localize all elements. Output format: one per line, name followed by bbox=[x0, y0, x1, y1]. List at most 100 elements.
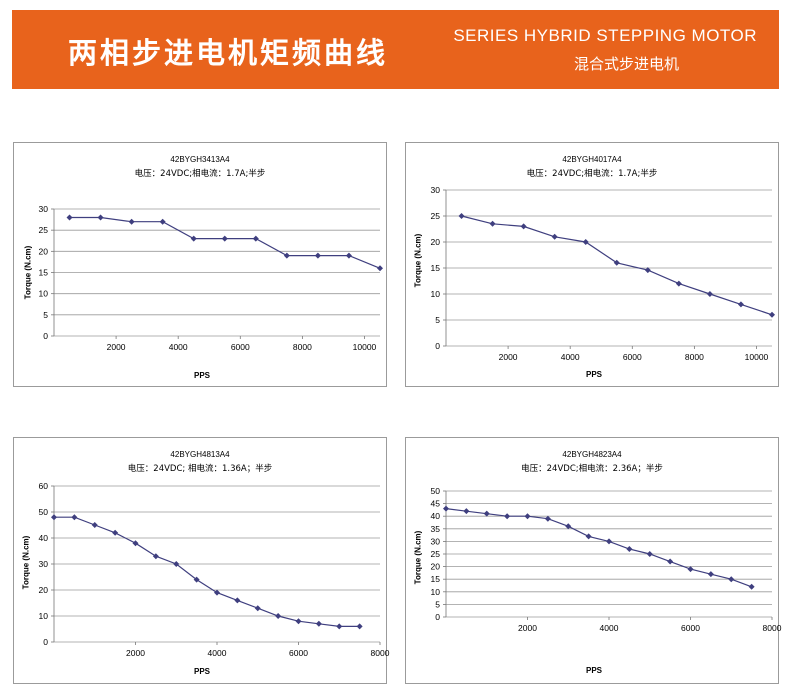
data-point bbox=[97, 214, 104, 221]
data-point bbox=[345, 252, 352, 259]
y-tick-label: 15 bbox=[431, 263, 441, 273]
y-tick-label: 60 bbox=[39, 481, 49, 491]
y-tick-label: 20 bbox=[39, 585, 49, 595]
data-point bbox=[66, 214, 73, 221]
data-point bbox=[737, 301, 744, 308]
chart-subtitle: 电压：24VDC;相电流：1.7A;半步 bbox=[526, 169, 658, 179]
data-point bbox=[667, 558, 674, 565]
data-point bbox=[707, 571, 714, 578]
x-tick-label: 6000 bbox=[289, 648, 308, 658]
x-axis-label: PPS bbox=[194, 371, 211, 380]
data-point bbox=[314, 252, 321, 259]
x-tick-label: 10000 bbox=[353, 342, 377, 352]
data-point bbox=[252, 235, 259, 242]
data-point bbox=[190, 235, 197, 242]
data-point bbox=[443, 505, 449, 512]
y-tick-label: 5 bbox=[43, 310, 48, 320]
x-tick-label: 2000 bbox=[126, 648, 145, 658]
x-tick-label: 4000 bbox=[561, 352, 580, 362]
data-point bbox=[544, 515, 551, 522]
y-axis-label: Torque (N.cm) bbox=[413, 530, 423, 585]
data-point bbox=[551, 233, 558, 240]
x-tick-label: 2000 bbox=[107, 342, 126, 352]
x-tick-label: 8000 bbox=[685, 352, 704, 362]
y-tick-label: 25 bbox=[431, 211, 441, 221]
y-tick-label: 15 bbox=[431, 574, 441, 584]
y-tick-label: 10 bbox=[431, 587, 441, 597]
y-tick-label: 30 bbox=[39, 559, 49, 569]
data-point bbox=[520, 223, 527, 230]
chart-panel-42bygh3413a4: 42BYGH3413A4 电压：24VDC;相电流：1.7A;半步 0 5 10 15… bbox=[13, 142, 387, 387]
chart-panel-42bygh4823a4: 42BYGH4823A4 电压：24VDC;相电流：2.36A；半步 0 5 10 1… bbox=[405, 437, 782, 684]
data-point bbox=[606, 538, 612, 545]
data-point bbox=[283, 252, 290, 259]
y-axis-label: Torque (N.cm) bbox=[413, 233, 423, 288]
y-tick-label: 25 bbox=[431, 549, 441, 559]
header-banner: 两相步进电机矩频曲线 SERIES HYBRID STEPPING MOTOR … bbox=[12, 10, 779, 89]
data-point bbox=[275, 613, 282, 619]
data-point bbox=[463, 508, 470, 515]
data-point bbox=[565, 523, 572, 530]
series-line bbox=[445, 508, 752, 588]
chart-title: 42BYGH4813A4 bbox=[170, 450, 230, 459]
chart-plot: 0 5 10 15 20 25 30 2000 4000 6000 8000 10000 bbox=[431, 185, 775, 362]
data-point bbox=[675, 280, 682, 287]
data-point bbox=[504, 513, 511, 520]
data-point bbox=[582, 239, 589, 245]
x-tick-label: 6000 bbox=[231, 342, 250, 352]
data-point bbox=[112, 529, 119, 536]
data-point bbox=[234, 597, 241, 604]
data-point bbox=[159, 218, 166, 225]
x-tick-label: 4000 bbox=[208, 648, 227, 658]
data-point bbox=[152, 553, 159, 560]
chart-panel-42bygh4813a4: 42BYGH4813A4 电压：24VDC; 相电流：1.36A；半步 0 10 2… bbox=[13, 437, 390, 684]
data-point bbox=[377, 265, 383, 272]
data-point bbox=[489, 220, 496, 227]
data-point bbox=[132, 540, 139, 547]
data-point bbox=[626, 545, 633, 552]
data-point bbox=[295, 618, 302, 625]
y-axis-label: Torque (N.cm) bbox=[21, 535, 31, 590]
x-tick-label: 2000 bbox=[499, 352, 518, 362]
x-tick-label: 4000 bbox=[169, 342, 188, 352]
data-point bbox=[91, 522, 98, 528]
chart-panel-42bygh4017a4: 42BYGH4017A4 电压：24VDC;相电流：1.7A;半步 0 5 10 15… bbox=[405, 142, 779, 387]
y-tick-label: 30 bbox=[431, 185, 441, 195]
data-point bbox=[315, 620, 322, 627]
data-point bbox=[51, 514, 57, 521]
x-tick-label: 4000 bbox=[600, 623, 619, 633]
data-point bbox=[687, 566, 694, 573]
x-axis-label: PPS bbox=[586, 370, 603, 379]
data-point bbox=[221, 235, 228, 242]
data-point bbox=[336, 623, 343, 630]
y-tick-label: 30 bbox=[431, 536, 441, 546]
data-point bbox=[254, 605, 261, 612]
chart-title: 42BYGH3413A4 bbox=[170, 155, 230, 164]
data-point bbox=[613, 259, 620, 266]
chart-title: 42BYGH4017A4 bbox=[562, 155, 622, 164]
data-point bbox=[214, 589, 220, 596]
chart-subtitle: 电压：24VDC; 相电流：1.36A；半步 bbox=[127, 464, 273, 474]
y-tick-label: 20 bbox=[431, 237, 441, 247]
x-tick-label: 6000 bbox=[681, 623, 700, 633]
x-tick-label: 6000 bbox=[623, 352, 642, 362]
data-point bbox=[128, 218, 135, 225]
banner-title: 两相步进电机矩频曲线 bbox=[68, 36, 389, 70]
y-tick-label: 30 bbox=[39, 204, 49, 214]
chart-subtitle: 电压：24VDC;相电流：2.36A；半步 bbox=[521, 464, 663, 474]
y-tick-label: 20 bbox=[431, 562, 441, 572]
x-axis-label: PPS bbox=[586, 666, 603, 675]
chart-plot: 0 10 20 30 40 50 60 2000 4000 6000 8000 bbox=[39, 481, 390, 658]
banner-subtitle-cn: 混合式步进电机 bbox=[573, 55, 679, 73]
data-point bbox=[644, 267, 651, 274]
chart-plot: 0 5 10 15 20 25 30 35 40 45 50 2000 4000 6000 8000 bbox=[431, 486, 782, 633]
data-point bbox=[458, 213, 465, 219]
y-tick-label: 40 bbox=[431, 511, 441, 521]
banner-subtitle-en: SERIES HYBRID STEPPING MOTOR bbox=[453, 26, 757, 45]
y-tick-label: 5 bbox=[435, 599, 440, 609]
y-tick-label: 0 bbox=[435, 341, 440, 351]
x-tick-label: 2000 bbox=[518, 623, 537, 633]
chart-plot: 0 5 10 15 20 25 30 2000 4000 6000 8000 10000 bbox=[39, 204, 383, 352]
chart-subtitle: 电压：24VDC;相电流：1.7A;半步 bbox=[134, 169, 266, 179]
y-tick-label: 25 bbox=[39, 225, 49, 235]
